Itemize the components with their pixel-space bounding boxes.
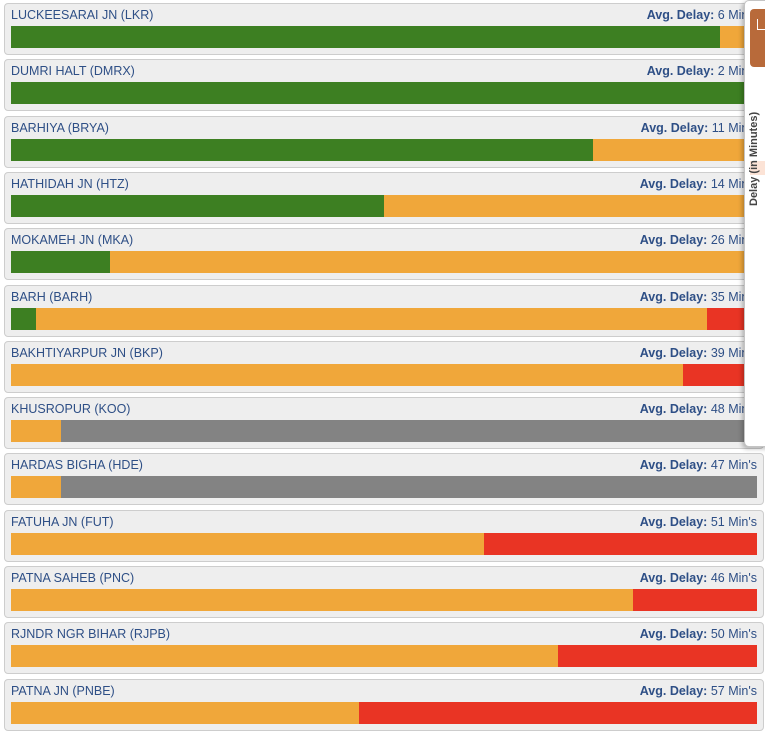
station-row[interactable]: HATHIDAH JN (HTZ) Avg. Delay: 14 Min's: [4, 171, 764, 224]
station-row[interactable]: BAKHTIYARPUR JN (BKP) Avg. Delay: 39 Min'…: [4, 340, 764, 393]
station-row[interactable]: PATNA JN (PNBE) Avg. Delay: 57 Min's: [4, 678, 764, 731]
avg-delay: Avg. Delay: 14 Min's: [640, 177, 757, 191]
delay-distribution-bar[interactable]: [11, 251, 757, 274]
delay-distribution-bar[interactable]: [11, 476, 757, 499]
avg-delay: Avg. Delay: 2 Min's: [647, 64, 757, 78]
delay-distribution-bar[interactable]: [11, 307, 757, 330]
station-name[interactable]: PATNA SAHEB (PNC): [11, 571, 135, 585]
station-name[interactable]: HATHIDAH JN (HTZ): [11, 176, 129, 191]
avg-delay: Avg. Delay: 47 Min's: [640, 458, 757, 472]
station-row[interactable]: DUMRI HALT (DMRX) Avg. Delay: 2 Min's: [4, 59, 764, 112]
side-panel-stripe: [750, 161, 765, 175]
station-row[interactable]: BARH (BARH) Avg. Delay: 35 Min's: [4, 284, 764, 337]
delay-distribution-bar[interactable]: [11, 26, 757, 48]
station-name[interactable]: FATUHA JN (FUT): [11, 514, 114, 529]
station-name[interactable]: PATNA JN (PNBE): [11, 683, 115, 698]
bar-segment-on-time[interactable]: [11, 82, 757, 105]
station-row[interactable]: PATNA SAHEB (PNC) Avg. Delay: 46 Min's: [4, 566, 764, 618]
bar-segment-minor-delay[interactable]: [11, 363, 684, 386]
bar-segment-major-delay[interactable]: [358, 701, 757, 724]
bar-segment-minor-delay[interactable]: [110, 251, 757, 274]
bar-segment-major-delay[interactable]: [683, 363, 757, 386]
delay-distribution-bar[interactable]: [11, 532, 757, 555]
bar-segment-no-data[interactable]: [60, 420, 757, 443]
bar-segment-on-time[interactable]: [11, 26, 720, 48]
bar-segment-minor-delay[interactable]: [592, 138, 757, 161]
station-row[interactable]: LUCKEESARAI JN (LKR) Avg. Delay: 6 Min's: [4, 3, 764, 55]
station-name[interactable]: DUMRI HALT (DMRX): [11, 64, 135, 79]
bar-segment-on-time[interactable]: [11, 251, 111, 274]
bar-segment-no-data[interactable]: [60, 476, 757, 499]
bar-segment-minor-delay[interactable]: [11, 476, 61, 499]
station-name[interactable]: KHUSROPUR (KOO): [11, 402, 131, 417]
station-row[interactable]: MOKAMEH JN (MKA) Avg. Delay: 26 Min's: [4, 228, 764, 281]
avg-delay-value: 51 Min's: [710, 514, 757, 529]
avg-delay-label: Avg. Delay:: [639, 627, 708, 642]
delay-distribution-bar[interactable]: [11, 82, 757, 105]
avg-delay: Avg. Delay: 57 Min's: [640, 684, 757, 698]
station-name[interactable]: BAKHTIYARPUR JN (BKP): [11, 345, 163, 360]
avg-delay: Avg. Delay: 48 Min's: [640, 402, 757, 416]
bar-segment-major-delay[interactable]: [557, 645, 757, 668]
bar-segment-minor-delay[interactable]: [384, 194, 757, 217]
avg-delay-label: Avg. Delay:: [646, 64, 715, 79]
avg-delay: Avg. Delay: 35 Min's: [640, 290, 757, 304]
avg-delay: Avg. Delay: 46 Min's: [640, 571, 757, 585]
station-name[interactable]: BARH (BARH): [11, 289, 93, 304]
bar-segment-minor-delay[interactable]: [11, 532, 484, 555]
avg-delay-label: Avg. Delay:: [639, 571, 708, 585]
bar-segment-major-delay[interactable]: [633, 589, 757, 611]
avg-delay: Avg. Delay: 50 Min's: [640, 627, 757, 641]
avg-delay: Avg. Delay: 39 Min's: [640, 346, 757, 360]
station-row[interactable]: HARDAS BIGHA (HDE) Avg. Delay: 47 Min's: [4, 453, 764, 506]
avg-delay-value: 46 Min's: [710, 571, 757, 585]
bar-segment-minor-delay[interactable]: [11, 589, 634, 611]
avg-delay-label: Avg. Delay:: [646, 8, 715, 22]
avg-delay: Avg. Delay: 6 Min's: [647, 8, 757, 22]
delay-distribution-bar[interactable]: [11, 589, 757, 611]
avg-delay-label: Avg. Delay:: [639, 402, 708, 417]
bar-segment-minor-delay[interactable]: [36, 307, 707, 330]
avg-delay-label: Avg. Delay:: [639, 176, 708, 191]
avg-delay-value: 50 Min's: [710, 627, 757, 642]
bar-segment-minor-delay[interactable]: [11, 701, 359, 724]
avg-delay-label: Avg. Delay:: [639, 233, 708, 248]
avg-delay: Avg. Delay: 51 Min's: [640, 515, 757, 529]
station-name[interactable]: LUCKEESARAI JN (LKR): [11, 8, 154, 22]
bar-segment-on-time[interactable]: [11, 138, 593, 161]
station-row[interactable]: BARHIYA (BRYA) Avg. Delay: 11 Min's: [4, 115, 764, 168]
station-name[interactable]: RJNDR NGR BIHAR (RJPB): [11, 627, 171, 642]
delay-distribution-bar[interactable]: [11, 645, 757, 668]
delay-distribution-bar[interactable]: [11, 701, 757, 724]
delay-axis-label: Delay (in Minutes): [748, 111, 760, 206]
avg-delay-value: 47 Min's: [710, 458, 757, 473]
station-row[interactable]: FATUHA JN (FUT) Avg. Delay: 51 Min's: [4, 509, 764, 562]
avg-delay-label: Avg. Delay:: [639, 683, 708, 698]
station-name[interactable]: MOKAMEH JN (MKA): [11, 233, 134, 248]
bar-segment-major-delay[interactable]: [483, 532, 757, 555]
avg-delay-label: Avg. Delay:: [639, 458, 708, 473]
delay-distribution-bar[interactable]: [11, 420, 757, 443]
bar-segment-on-time[interactable]: [11, 307, 37, 330]
side-panel-header[interactable]: [750, 9, 765, 67]
bar-segment-on-time[interactable]: [11, 194, 384, 217]
avg-delay-label: Avg. Delay:: [639, 514, 708, 529]
station-name[interactable]: HARDAS BIGHA (HDE): [11, 458, 143, 473]
delay-distribution-bar[interactable]: [11, 138, 757, 161]
station-row[interactable]: KHUSROPUR (KOO) Avg. Delay: 48 Min's: [4, 397, 764, 450]
station-name[interactable]: BARHIYA (BRYA): [11, 120, 109, 135]
bar-segment-minor-delay[interactable]: [11, 645, 558, 668]
avg-delay: Avg. Delay: 11 Min's: [641, 121, 757, 135]
avg-delay-label: Avg. Delay:: [639, 289, 708, 304]
station-row[interactable]: RJNDR NGR BIHAR (RJPB) Avg. Delay: 50 Min…: [4, 622, 764, 675]
chart-expand-icon[interactable]: [757, 19, 765, 30]
delay-distribution-bar[interactable]: [11, 363, 757, 386]
avg-delay-value: 57 Min's: [710, 683, 757, 698]
delay-chart-side-panel[interactable]: Delay (in Minutes): [744, 0, 765, 447]
avg-delay-label: Avg. Delay:: [639, 345, 708, 360]
avg-delay: Avg. Delay: 26 Min's: [640, 233, 757, 247]
avg-delay-label: Avg. Delay:: [640, 120, 709, 135]
bar-segment-minor-delay[interactable]: [11, 420, 61, 443]
delay-distribution-bar[interactable]: [11, 194, 757, 217]
